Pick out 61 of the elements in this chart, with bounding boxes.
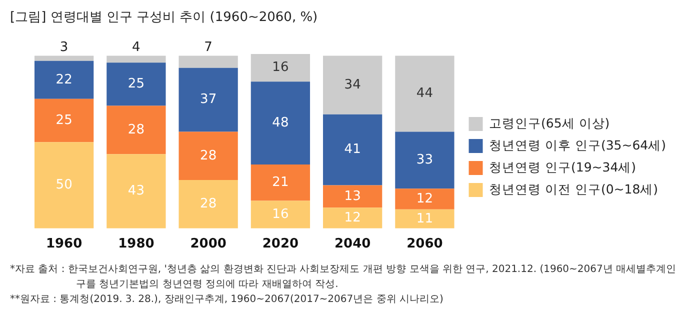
x-tick-label: 1980 <box>118 236 154 252</box>
data-label: 16 <box>272 60 289 76</box>
bar <box>34 98 94 142</box>
data-label: 37 <box>200 92 217 108</box>
data-label: 25 <box>56 112 72 128</box>
bar <box>106 154 166 228</box>
bar <box>250 164 310 201</box>
data-label: 3 <box>60 40 68 56</box>
bar <box>323 114 382 186</box>
x-tick-label: 2020 <box>262 236 299 252</box>
bar <box>178 68 238 132</box>
bar <box>250 54 310 82</box>
bar <box>34 60 94 99</box>
bar <box>395 188 454 210</box>
data-label: 28 <box>200 148 217 164</box>
bar <box>178 180 238 228</box>
bar <box>178 132 238 180</box>
bar <box>106 56 166 63</box>
text: **원자료 : 통계청(2019. 3. 28.), 장래인구추계, 1960~2067(2017~2067년은 중위 시나리오) <box>10 293 444 307</box>
data-label: 33 <box>416 152 433 168</box>
x-tick-label: 1960 <box>46 236 82 252</box>
bar <box>34 56 94 61</box>
data-label: 12 <box>344 210 361 226</box>
data-label: 48 <box>272 115 289 130</box>
legend-label: 고령인구(65세 이상) <box>489 115 610 130</box>
bar <box>106 62 166 106</box>
data-label: 34 <box>344 77 361 92</box>
data-label: 7 <box>204 40 212 56</box>
legend-label: 청년연령 이후 인구(35~64세) <box>489 137 666 152</box>
data-label: 50 <box>56 178 72 193</box>
data-label: 11 <box>416 211 433 226</box>
data-label: 4 <box>132 40 140 56</box>
bar <box>323 185 382 208</box>
bar <box>395 132 454 189</box>
chart-title: [그림] 연령대별 인구 구성비 추이 (1960~2060, %) <box>10 9 318 26</box>
x-tick-label: 2000 <box>190 236 226 252</box>
data-label: 41 <box>344 142 361 158</box>
x-tick-label: 2060 <box>406 236 443 252</box>
bar <box>106 106 166 154</box>
data-label: 16 <box>272 206 289 222</box>
bar <box>395 56 454 132</box>
bar <box>250 82 310 165</box>
x-tick-label: 2040 <box>334 236 371 252</box>
bar <box>323 208 382 228</box>
legend-label: 청년연령 이전 인구(0~18세) <box>489 181 658 196</box>
data-label: 21 <box>272 175 289 190</box>
bar <box>323 56 382 114</box>
data-label: 25 <box>128 76 144 92</box>
data-label: 28 <box>128 122 144 138</box>
text: *자료 출처 : 한국보건사회연구원, '청년층 삶의 환경변화 진단과 사회보장제도 개편 방향 모색을 위한 연구, 2021.12. (1960~2067년 매세별추계인구를 청년기본법의 청년연령 정의에 따라 재배열하여 작성. <box>10 263 678 292</box>
bar <box>178 56 238 68</box>
data-label: 13 <box>344 188 361 204</box>
data-label: 43 <box>128 184 144 199</box>
data-label: 44 <box>416 86 433 102</box>
bar <box>250 200 310 228</box>
data-label: 22 <box>56 72 72 88</box>
data-label: 12 <box>416 191 433 206</box>
legend-label: 청년연령 인구(19~34세) <box>489 159 636 174</box>
bar <box>395 209 454 228</box>
bar <box>34 142 94 228</box>
data-label: 28 <box>200 196 217 212</box>
